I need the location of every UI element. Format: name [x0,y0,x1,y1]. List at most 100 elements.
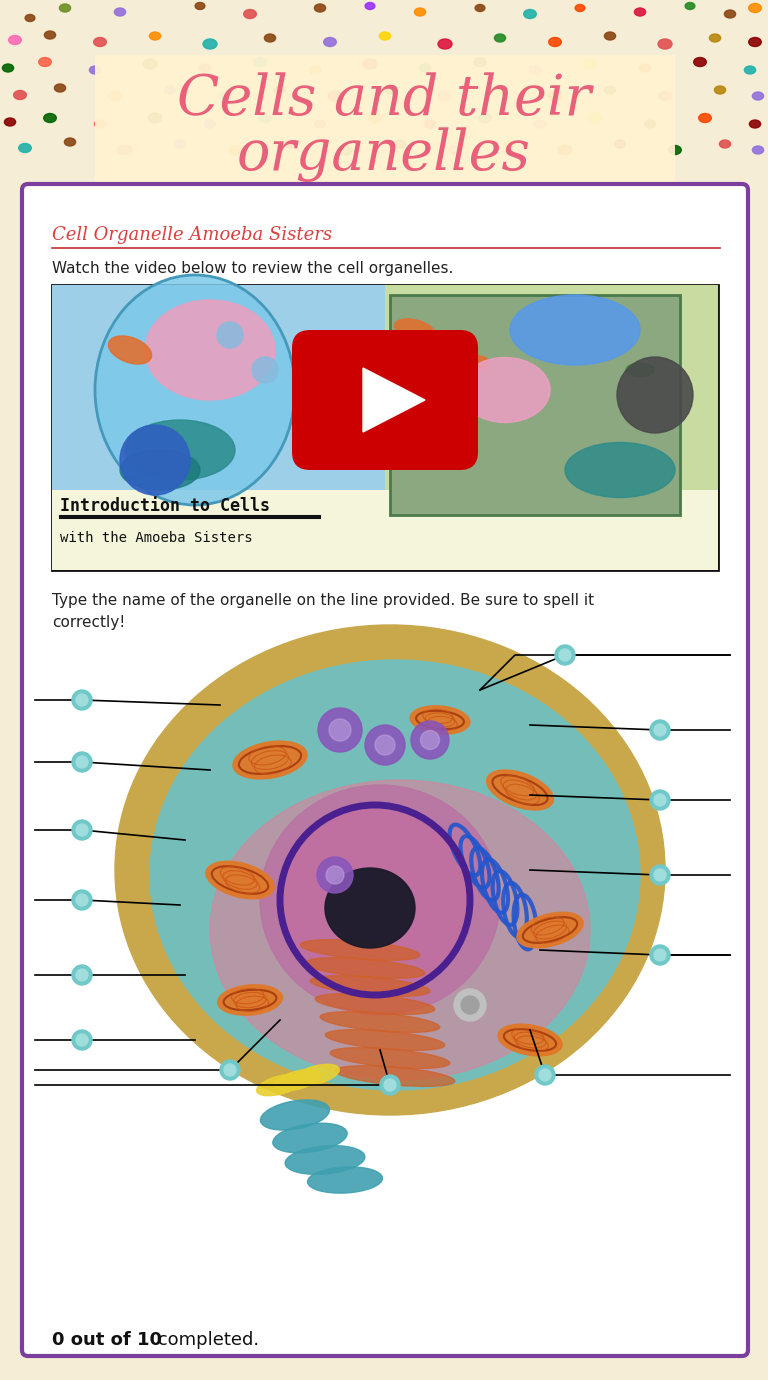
Ellipse shape [438,39,452,50]
Ellipse shape [565,443,675,498]
Ellipse shape [285,1145,365,1174]
Circle shape [252,357,278,384]
Ellipse shape [94,120,106,128]
Ellipse shape [143,59,157,69]
Ellipse shape [475,4,485,11]
Ellipse shape [379,32,391,40]
Ellipse shape [604,86,616,94]
Ellipse shape [395,319,435,341]
Bar [52,286,718,570]
Text: 0 out of 10: 0 out of 10 [52,1330,162,1350]
Ellipse shape [315,994,435,1014]
Circle shape [654,793,666,806]
Circle shape [318,708,362,752]
Ellipse shape [38,58,51,66]
Ellipse shape [65,138,75,146]
Ellipse shape [145,299,275,400]
Ellipse shape [120,450,200,490]
Bar [385,286,718,570]
Ellipse shape [314,4,326,12]
Ellipse shape [415,8,425,17]
Ellipse shape [452,356,488,374]
Ellipse shape [204,120,216,128]
Ellipse shape [310,66,320,75]
FancyBboxPatch shape [292,330,478,471]
Ellipse shape [478,113,492,123]
Text: Cell Organelle Amoeba Sisters: Cell Organelle Amoeba Sisters [52,226,332,244]
Ellipse shape [505,139,515,148]
Circle shape [224,1064,236,1076]
Ellipse shape [323,37,336,47]
Circle shape [76,969,88,981]
Ellipse shape [233,741,307,778]
Ellipse shape [200,63,210,72]
Ellipse shape [474,58,486,66]
Ellipse shape [335,1065,455,1086]
Ellipse shape [425,120,435,128]
Ellipse shape [55,84,65,92]
Ellipse shape [487,770,554,810]
Ellipse shape [243,10,257,18]
Ellipse shape [548,37,561,47]
Circle shape [454,989,486,1021]
Bar [0,0,768,200]
Ellipse shape [328,91,342,101]
Ellipse shape [203,39,217,50]
Circle shape [72,820,92,840]
Ellipse shape [419,63,431,72]
Ellipse shape [150,32,161,40]
Ellipse shape [720,139,730,148]
Ellipse shape [714,86,726,94]
Ellipse shape [274,86,286,94]
Ellipse shape [749,4,761,12]
Ellipse shape [95,275,295,505]
Ellipse shape [694,58,707,66]
Ellipse shape [320,1012,440,1032]
Ellipse shape [449,145,462,155]
Ellipse shape [658,39,672,50]
Ellipse shape [253,58,266,66]
Ellipse shape [108,335,151,364]
Text: Introduction to Cells: Introduction to Cells [60,497,270,515]
Ellipse shape [114,8,126,17]
Ellipse shape [699,113,711,123]
Ellipse shape [148,113,162,123]
Bar [52,286,385,570]
Ellipse shape [259,113,271,123]
Ellipse shape [439,91,452,101]
Circle shape [76,756,88,769]
Bar [95,55,675,190]
Circle shape [461,996,479,1014]
Circle shape [650,945,670,965]
Ellipse shape [18,144,31,153]
Circle shape [650,720,670,740]
Ellipse shape [744,66,756,75]
Ellipse shape [260,785,500,1016]
Ellipse shape [588,113,602,123]
Ellipse shape [753,92,763,99]
Ellipse shape [257,1074,303,1096]
Ellipse shape [300,940,420,960]
Circle shape [365,724,405,765]
Ellipse shape [305,958,425,978]
Circle shape [217,322,243,348]
Circle shape [559,649,571,661]
Ellipse shape [89,66,101,75]
Ellipse shape [25,15,35,22]
Ellipse shape [669,145,681,155]
Circle shape [76,824,88,836]
Ellipse shape [634,8,646,17]
Ellipse shape [325,1029,445,1050]
Ellipse shape [314,120,326,128]
Ellipse shape [644,120,656,128]
Circle shape [555,644,575,665]
Ellipse shape [460,357,550,422]
Circle shape [535,1065,555,1085]
Ellipse shape [395,139,406,148]
Ellipse shape [206,861,274,898]
Circle shape [326,867,344,885]
Ellipse shape [517,912,583,948]
Ellipse shape [219,91,231,101]
Ellipse shape [2,63,14,72]
Ellipse shape [410,705,470,734]
